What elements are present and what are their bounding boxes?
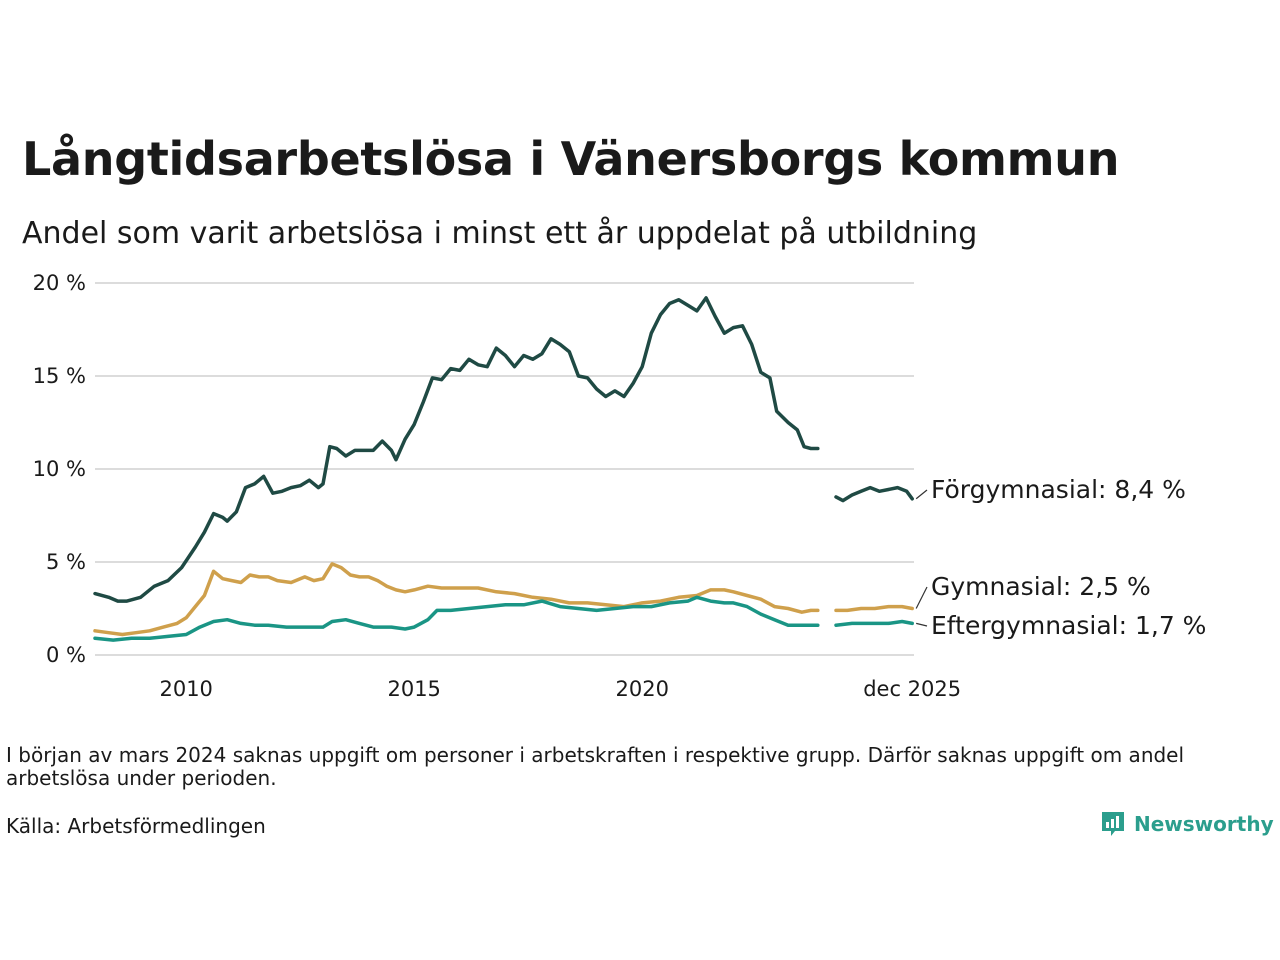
brand-name: Newsworthy [1134, 812, 1274, 836]
line-chart: 0 %5 %10 %15 %20 % 2010 2015 2020 dec 2025 … [33, 271, 1207, 701]
y-tick-label: 0 % [46, 643, 86, 667]
series-lines [93, 296, 914, 642]
x-tick-label: dec 2025 [863, 677, 961, 701]
y-tick-label: 5 % [46, 550, 86, 574]
series-end-labels: Förgymnasial: 8,4 % Gymnasial: 2,5 % Efter… [915, 475, 1206, 640]
series-line-gymnasial-after-gap [834, 604, 914, 613]
chart-subtitle: Andel som varit arbetslösa i minst ett å… [22, 216, 978, 251]
y-tick-label: 15 % [33, 364, 86, 388]
source-credit: Källa: Arbetsförmedlingen [6, 814, 266, 838]
end-label-förgymnasial: Förgymnasial: 8,4 % [931, 475, 1186, 504]
x-tick-label: 2015 [387, 677, 440, 701]
series-line-eftergymnasial-after-gap [834, 619, 914, 627]
label-leader-eftergymnasial [916, 622, 928, 627]
y-tick-label: 20 % [33, 271, 86, 295]
end-label-gymnasial: Gymnasial: 2,5 % [931, 572, 1151, 601]
y-axis-ticks: 0 % 5 % 10 % 15 % 20 % [33, 271, 86, 667]
chart-title: Långtidsarbetslösa i Vänersborgs kommun [22, 132, 1120, 186]
end-label-eftergymnasial: Eftergymnasial: 1,7 % [931, 611, 1206, 640]
x-tick-label: 2020 [615, 677, 668, 701]
label-leader-förgymnasial [915, 489, 928, 500]
series-line-gymnasial-before-gap [93, 562, 820, 637]
series-line-förgymnasial-before-gap [93, 296, 820, 603]
newsworthy-logo[interactable]: Newsworthy [1100, 810, 1274, 838]
footnote: I början av mars 2024 saknas uppgift om … [6, 743, 1185, 790]
y-tick-label: 10 % [33, 457, 86, 481]
x-axis-ticks: 2010 2015 2020 dec 2025 [159, 677, 961, 701]
bar-chart-icon [1102, 812, 1124, 836]
label-leader-gymnasial [915, 586, 928, 609]
gridlines [95, 282, 914, 656]
series-line-eftergymnasial-before-gap [93, 595, 820, 642]
series-line-förgymnasial-after-gap [834, 485, 914, 503]
x-tick-label: 2010 [159, 677, 212, 701]
